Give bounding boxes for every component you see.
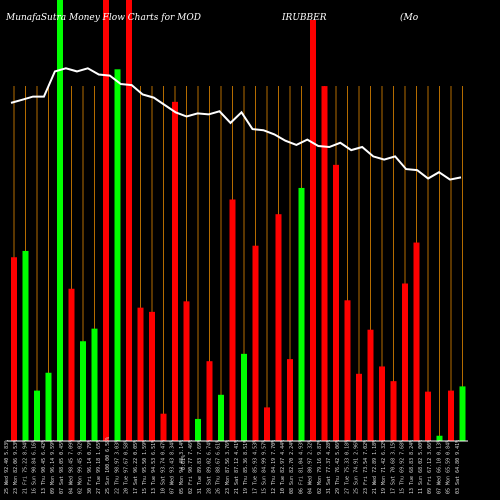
x-tick-label: 02 Mon 99.45 9.02% [78,440,84,494]
x-tick-label: 20 Tue 97.67 0.58% [124,440,130,494]
x-tick-label: 04 Wed 98.45 7.09% [68,440,74,494]
bar-green [80,341,86,441]
x-tick-label: 13 Tue 94.53 6.51% [151,440,157,494]
bar-green [218,394,224,441]
x-tick-label: 10 Sat 93.74 0.47% [160,440,166,494]
bar-red [333,164,339,441]
bar-red [310,19,316,441]
bar-green [459,386,466,441]
bar-red [402,283,408,441]
bar-green [436,435,443,441]
x-tick-label: 23 Mon 82.06 9.53% [13,440,19,494]
bar-red [448,390,454,441]
x-tick-label-extra: 0.61% [181,455,187,470]
x-tick-label: 25 Sun 74.91 2.96% [354,440,360,494]
x-tick-label: 17 Sat 70.68 3.15% [390,440,396,494]
x-tick-label: 05 Mon 94.48 3.14% [179,440,185,494]
x-tick-label: 15 Thu 69.92 7.68% [400,440,406,494]
x-tick-label: 28 Sat 89.02 6.74% [206,440,212,494]
money-flow-line [10,67,462,181]
x-tick-label: 30 Fri 96.14 0.79% [87,440,93,494]
x-tick-label: 27 Tue 99.18 1.65% [96,440,102,494]
bar-red [137,307,144,441]
x-tick-label: 27 Tue 75.33 0.18% [344,440,350,494]
x-tick-label: 06 Fri 81.04 4.93% [298,440,304,494]
x-tick-label: 21 Wed 72.89 1.18% [372,440,378,494]
bar-red [275,214,282,441]
bar-red [68,288,75,441]
x-tick-label: 29 Thu 76.42 5.06% [335,440,341,494]
x-tick-label: 09 Mon 96.14 9.59% [50,440,56,494]
bar-red [413,242,420,441]
chart-title-middle: IRUBBER [282,13,327,23]
x-tick-label: 26 Thu 88.67 6.61% [216,440,222,494]
chart-title-left: MunafaSutra Money Flow Charts for MOD [6,13,201,23]
bar-red [367,329,374,441]
x-tick-label: 16 Sun 90.84 6.16% [32,440,38,494]
x-tick-label: 02 Fri 90.77 7.46% [188,440,194,494]
x-tick-label: 25 Sun 100.00 6.58% [105,437,111,494]
bar-green [241,353,247,441]
x-tick-label: 17 Sat 96.22 0.05% [133,440,139,494]
bar-red [379,366,385,441]
bar-red [172,101,178,441]
x-tick-label: 07 Sat 98.05 0.45% [59,440,65,494]
x-tick-label: 03 Sat 64.80 9.41% [455,440,461,494]
x-tick-label: 10 Tue 82.97 4.44% [280,440,286,494]
bar-red [206,361,213,441]
bar-red [252,245,259,441]
bar-red [126,0,132,441]
x-tick-label: 07 Wed 93.43 8.34% [170,440,176,494]
x-tick-label: 23 Mon 87.56 3.76% [225,440,231,494]
bar-red [425,391,431,441]
bars [11,0,466,442]
bar-green [114,69,121,442]
bar-green [45,372,52,441]
chart-title-right: (Mo [400,13,419,23]
bar-green [57,0,63,441]
bar-green [298,187,305,441]
x-tick-label: 13 Thu 90.45 6.42% [41,440,47,494]
bar-green [22,250,29,441]
bar-red [160,413,167,441]
x-tick-label: 09 Fri 67.12 3.06% [427,440,433,494]
bar-green [34,390,40,441]
x-tick-label: 15 Sun 84.99 9.57% [262,440,268,494]
bar-red [229,199,236,441]
x-tick-label: 22 Thu 98.97 3.03% [114,440,120,494]
x-tick-label: 21 Fri 75.22 8.94% [22,440,28,494]
bar-red [11,257,17,441]
bar-green [195,418,201,441]
bar-red [103,0,109,441]
bar-green [91,328,98,441]
x-tick-label: 04 Wed 80.97 2.32% [308,440,314,494]
bar-red [183,301,190,441]
bar-red [287,359,293,441]
x-tick-label: 02 Mon 79.16 9.87% [317,440,323,494]
x-tick-label: 11 Sun 68.02 5.00% [418,440,424,494]
x-tick-label: 17 Tue 85.93 4.53% [252,440,258,494]
x-tick-label: 23 Fri 73.54 7.02% [363,440,369,494]
x-tick-label: 19 Mon 71.42 6.32% [381,440,387,494]
x-tick-label: 05 Mon 65.59 0.84% [446,440,452,494]
x-tick-label: 12 Thu 84.19 7.70% [271,440,277,494]
x-tick-label: 08 Sun 82.70 2.24% [289,440,295,494]
bar-red [321,86,328,441]
x-tick-label: 19 Thu 85.36 8.51% [243,440,249,494]
x-tick-label: 15 Thu 95.50 1.59% [142,440,148,494]
x-tick-label: 25 Wed 92.40 5.83% [4,440,10,494]
bar-red [356,373,362,441]
bar-red [344,300,351,441]
x-tick-label: 07 Wed 66.10 0.13% [436,440,442,494]
x-tick-labels: 25 Wed 92.40 5.83% 23 Mon 82.06 9.53% 21 F… [4,437,461,494]
bar-red [149,311,155,441]
x-tick-label: 31 Tue 89.83 7.69% [197,440,203,494]
x-tick-label: 21 Sat 87.12 4.41% [234,440,240,494]
x-tick-label: 31 Sat 77.37 4.28% [326,440,332,494]
bar-red [264,407,270,441]
x-tick-label: 13 Tue 68.83 8.24% [409,440,415,494]
bar-red [390,381,397,441]
